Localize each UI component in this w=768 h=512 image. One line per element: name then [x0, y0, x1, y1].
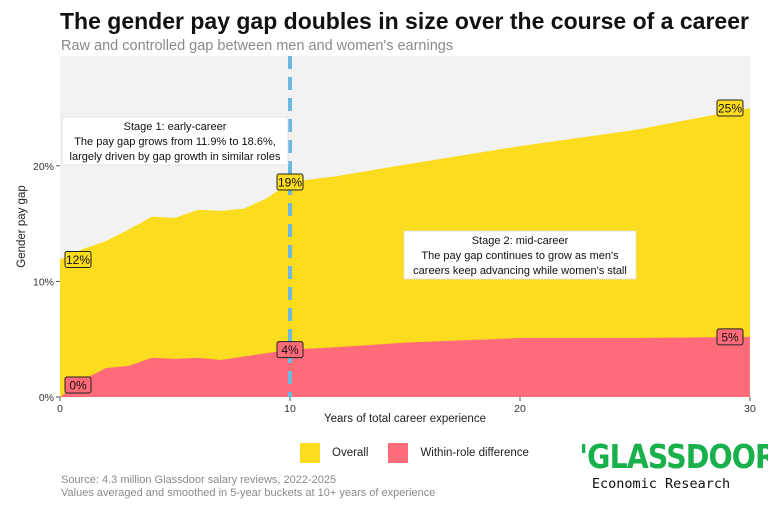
- y-axis-label: Gender pay gap: [16, 185, 28, 267]
- logo-wordmark: 'GLASSDOOR': [579, 437, 768, 476]
- data-label-box: [276, 341, 304, 359]
- data-label-box: [716, 328, 744, 346]
- data-label-within-role-difference-0: 0%: [64, 376, 92, 394]
- annotation-stage-1-line: largely driven by gap growth in similar …: [70, 151, 281, 163]
- y-tick-label: 20%: [33, 161, 54, 173]
- data-label-within-role-difference-10: 4%: [276, 341, 304, 359]
- legend-swatch-within-role: [388, 443, 409, 463]
- annotation-stage-1-line: Stage 1: early-career: [124, 121, 227, 133]
- legend-label-within-role: Within-role difference: [420, 447, 529, 459]
- legend-item-overall: Overall: [300, 443, 368, 463]
- annotation-stage-2: Stage 2: mid-career The pay gap continues…: [403, 230, 637, 280]
- area-within-role-difference: [60, 336, 750, 397]
- y-tick-label: 10%: [33, 276, 54, 288]
- legend-swatch-overall: [300, 443, 320, 463]
- data-label-text: 4%: [281, 343, 299, 357]
- annotation-stage-2-line: careers keep advancing while women's sta…: [413, 265, 627, 277]
- data-label-overall-30: 25%: [716, 99, 744, 117]
- data-label-overall-0: 12%: [64, 250, 92, 268]
- data-label-overall-10: 19%: [276, 173, 304, 191]
- data-label-text: 25%: [718, 102, 742, 116]
- data-label-box: [716, 99, 744, 117]
- annotation-stage-1: Stage 1: early-career The pay gap grows f…: [61, 116, 289, 166]
- chart-title: The gender pay gap doubles in size over …: [60, 8, 749, 34]
- source-note: Source: 4.3 million Glassdoor salary rev…: [61, 474, 435, 500]
- data-label-box: [64, 250, 92, 268]
- annotation-stage-1-line: The pay gap grows from 11.9% to 18.6%,: [74, 136, 276, 148]
- x-tick-label: 30: [744, 403, 756, 415]
- data-label-text: 5%: [721, 330, 739, 344]
- legend-item-within-role: Within-role difference: [388, 443, 529, 463]
- chart-subtitle: Raw and controlled gap between men and w…: [61, 38, 454, 54]
- annotation-stage-2-line: Stage 2: mid-career: [472, 235, 569, 247]
- y-tick-label: 0%: [39, 392, 54, 404]
- x-tick-label: 20: [514, 403, 526, 415]
- data-label-text: 0%: [69, 379, 87, 393]
- legend-label-overall: Overall: [332, 447, 369, 459]
- data-label-within-role-difference-30: 5%: [716, 328, 744, 346]
- annotation-stage-1-box: [61, 116, 289, 166]
- data-label-text: 19%: [278, 175, 302, 189]
- x-tick-label: 10: [284, 403, 296, 415]
- logo-tagline: Economic Research: [591, 476, 731, 492]
- source-line-2: Values averaged and smoothed in 5-year b…: [61, 487, 436, 499]
- annotation-stage-2-line: The pay gap continues to grow as men's: [421, 250, 619, 262]
- x-axis-label: Years of total career experience: [324, 413, 486, 425]
- annotation-stage-2-box: [403, 230, 637, 280]
- data-label-box: [276, 173, 304, 191]
- data-label-text: 12%: [66, 253, 90, 267]
- x-tick-label: 0: [57, 403, 63, 415]
- data-label-box: [64, 376, 92, 394]
- legend: Overall Within-role difference: [300, 443, 549, 463]
- glassdoor-logo: 'GLASSDOOR' Economic Research: [566, 437, 768, 492]
- source-line-1: Source: 4.3 million Glassdoor salary rev…: [61, 474, 337, 486]
